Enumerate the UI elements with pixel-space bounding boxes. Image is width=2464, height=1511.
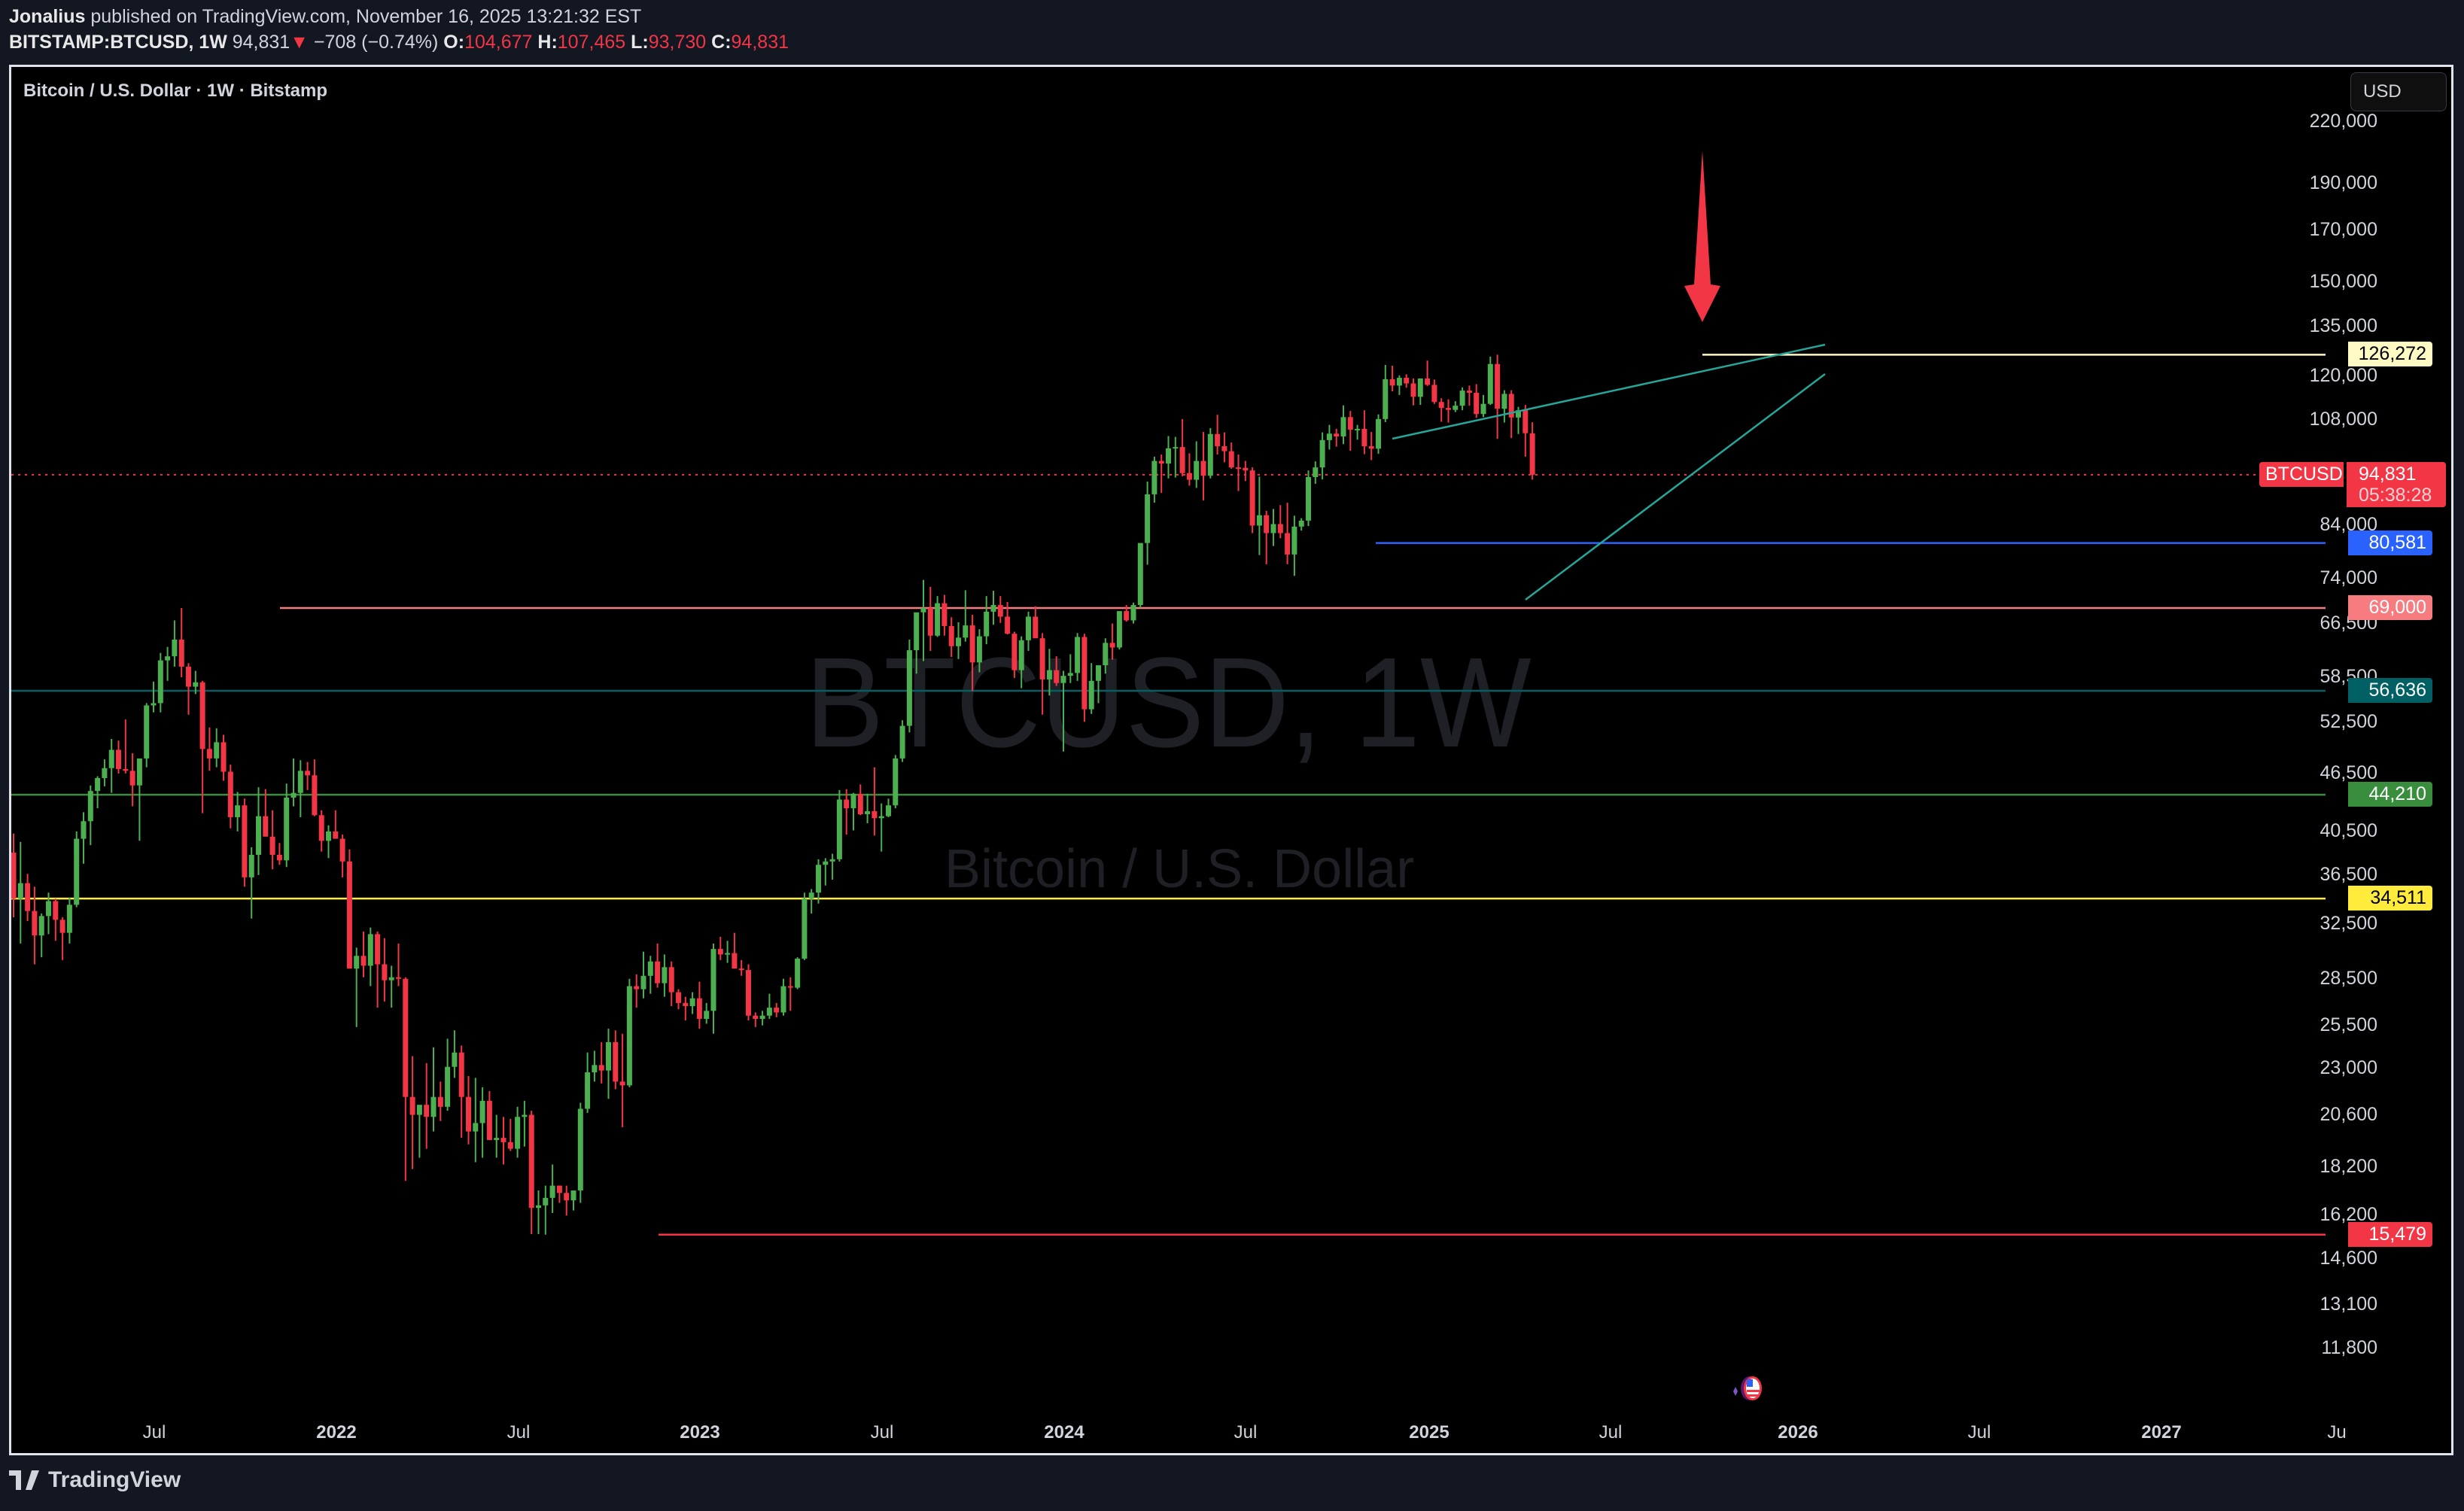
price-level-tag[interactable]: 34,511	[2348, 886, 2432, 911]
price-tick: 14,600	[2320, 1248, 2377, 1269]
watermark-symbol: BTCUSD, 1W	[805, 631, 1532, 774]
price-level-tag[interactable]: 69,000	[2348, 595, 2432, 621]
price-tick: 40,500	[2320, 819, 2377, 841]
publish-info: Jonalius published on TradingView.com, N…	[9, 6, 641, 28]
price-tick: 23,000	[2320, 1057, 2377, 1079]
price-tick: 170,000	[2309, 218, 2377, 240]
open-value: 104,677	[464, 32, 533, 53]
price-tick: 46,500	[2320, 762, 2377, 783]
price-change: −708 (−0.74%)	[313, 32, 439, 53]
wedge-trendline-upper[interactable]	[1392, 343, 1826, 440]
us-economic-event-icon[interactable]	[1727, 1369, 1772, 1406]
symbol-price-tag[interactable]: BTCUSD	[2259, 461, 2344, 487]
time-tick: 2023	[680, 1422, 720, 1443]
price-tick: 150,000	[2309, 271, 2377, 293]
price-tick: 36,500	[2320, 863, 2377, 885]
low-value: 93,730	[648, 32, 707, 53]
price-tick: 28,500	[2320, 967, 2377, 989]
price-level-tag[interactable]: 15,479	[2348, 1221, 2432, 1247]
time-tick: 2027	[2141, 1422, 2182, 1443]
price-level-tag[interactable]: 80,581	[2348, 530, 2432, 555]
price-tick: 135,000	[2309, 315, 2377, 337]
open-key: O:	[443, 32, 465, 53]
price-level-tag[interactable]: 44,210	[2348, 782, 2432, 807]
price-tick: 25,500	[2320, 1014, 2377, 1035]
down-arrow-annotation[interactable]	[1684, 150, 1720, 322]
chart-pane[interactable]: BTCUSD, 1W Bitcoin / U.S. Dollar Bitcoin…	[9, 65, 2453, 1455]
watermark-name: Bitcoin / U.S. Dollar	[945, 839, 1415, 899]
currency-button[interactable]: USD	[2350, 72, 2447, 111]
tradingview-logo-icon	[9, 1470, 39, 1490]
low-key: L:	[631, 32, 649, 53]
price-tick: 190,000	[2309, 172, 2377, 193]
tradingview-logo[interactable]: TradingView	[9, 1467, 181, 1493]
price-tick: 220,000	[2309, 111, 2377, 132]
price-tick: 120,000	[2309, 364, 2377, 386]
candlestick-plot[interactable]	[11, 67, 2451, 1453]
ohlc-header: BITSTAMP:BTCUSD, 1W 94,831▼ −708 (−0.74%…	[9, 32, 789, 53]
time-tick: 2024	[1044, 1422, 1084, 1443]
time-tick: 2025	[1409, 1422, 1450, 1443]
bar-countdown: 05:38:28	[2359, 484, 2432, 506]
down-triangle-icon: ▼	[290, 32, 309, 53]
price-tick: 108,000	[2309, 409, 2377, 430]
close-key: C:	[711, 32, 732, 53]
chart-legend: Bitcoin / U.S. Dollar · 1W · Bitstamp	[23, 81, 328, 101]
wedge-trendline-lower[interactable]	[1525, 373, 1826, 600]
last-price-value: 94,831	[2359, 463, 2417, 485]
price-level-tag[interactable]: 126,272	[2348, 342, 2432, 367]
high-key: H:	[537, 32, 558, 53]
price-tick: 13,100	[2320, 1293, 2377, 1315]
price-tick: 11,800	[2321, 1337, 2377, 1358]
time-tick: Jul	[506, 1422, 531, 1443]
price-tick: 52,500	[2320, 711, 2377, 733]
high-value: 107,465	[557, 32, 626, 53]
price-tick: 74,000	[2320, 567, 2377, 589]
time-tick: Jul	[1599, 1422, 1623, 1443]
time-tick: 2022	[316, 1422, 357, 1443]
author-name[interactable]: Jonalius	[9, 6, 86, 27]
price-tick: 16,200	[2320, 1204, 2377, 1226]
time-tick: Jul	[1967, 1422, 1991, 1443]
last-price-tag[interactable]: 94,831 05:38:28	[2347, 461, 2446, 507]
symbol-label: BITSTAMP:BTCUSD, 1W	[9, 32, 227, 53]
price-tick: 20,600	[2320, 1103, 2377, 1125]
close-value: 94,831	[731, 32, 789, 53]
time-tick: Ju	[2327, 1422, 2347, 1443]
time-tick: Jul	[870, 1422, 894, 1443]
price-tick: 32,500	[2320, 912, 2377, 934]
last-price: 94,831	[232, 32, 291, 53]
price-level-tag[interactable]: 56,636	[2348, 678, 2432, 704]
publish-text: published on TradingView.com, November 1…	[90, 6, 642, 27]
time-tick: 2026	[1778, 1422, 1818, 1443]
time-tick: Jul	[1234, 1422, 1258, 1443]
time-tick: Jul	[142, 1422, 166, 1443]
price-tick: 18,200	[2320, 1155, 2377, 1177]
brand-name: TradingView	[48, 1467, 181, 1492]
